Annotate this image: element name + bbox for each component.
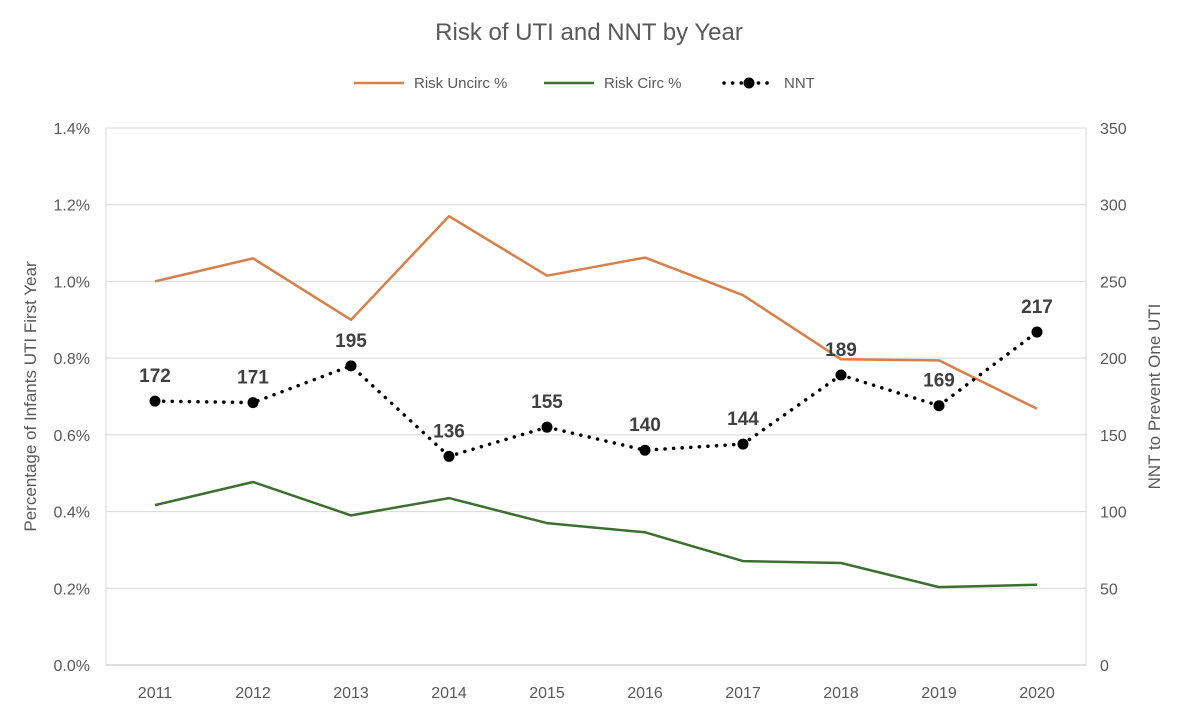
left-tick-label: 0.6% <box>54 428 90 445</box>
nnt-data-label: 140 <box>629 415 661 436</box>
nnt-marker <box>345 360 357 372</box>
nnt-data-label: 172 <box>139 366 171 387</box>
left-tick-label: 1.2% <box>54 198 90 215</box>
legend-marker <box>743 77 755 89</box>
right-tick-label: 200 <box>1100 351 1127 368</box>
right-tick-label: 250 <box>1100 274 1127 291</box>
legend-label: NNT <box>784 75 815 92</box>
nnt-marker <box>933 400 945 412</box>
nnt-marker <box>1031 326 1043 338</box>
x-axis: 2011 2012 2013 2014 2015 2016 2017 2018 2019 2020 <box>138 685 1055 702</box>
legend-label: Risk Circ % <box>604 75 682 92</box>
left-axis-title: Percentage of Infants UTI First Year <box>21 261 40 532</box>
x-tick-label: 2011 <box>138 685 173 702</box>
nnt-marker <box>247 397 259 409</box>
nnt-marker <box>737 438 749 450</box>
x-tick-label: 2014 <box>431 685 467 702</box>
data-labels: 172 171 195 136 155 140 144 189 169 217 <box>139 297 1053 442</box>
right-tick-label: 50 <box>1100 581 1118 598</box>
series-line-risk-uncirc <box>154 214 1038 410</box>
nnt-data-label: 155 <box>531 392 563 413</box>
right-tick-label: 100 <box>1100 505 1127 522</box>
series-layer <box>149 214 1043 589</box>
legend-label: Risk Uncirc % <box>414 75 507 92</box>
legend-item: Risk Uncirc % <box>354 75 507 92</box>
chart-title: Risk of UTI and NNT by Year <box>435 19 743 46</box>
right-tick-label: 150 <box>1100 428 1127 445</box>
legend-item: Risk Circ % <box>544 75 682 92</box>
x-tick-label: 2020 <box>1019 685 1055 702</box>
left-tick-label: 0.0% <box>54 658 90 675</box>
legend-item: NNT <box>722 75 815 92</box>
nnt-data-label: 169 <box>923 371 955 392</box>
nnt-marker <box>639 444 651 456</box>
nnt-data-label: 144 <box>727 409 759 430</box>
nnt-data-label: 171 <box>237 368 269 389</box>
left-tick-label: 0.2% <box>54 581 90 598</box>
nnt-marker <box>835 369 847 381</box>
series-line-risk-circ <box>154 480 1038 589</box>
left-axis: 0.0% 0.2% 0.4% 0.6% 0.8% 1.0% 1.2% 1.4% Percenta… <box>21 121 90 675</box>
nnt-data-label: 217 <box>1021 297 1053 318</box>
right-axis-title: NNT to Prevent One UTI <box>1145 304 1164 490</box>
x-tick-label: 2018 <box>823 685 859 702</box>
left-tick-label: 1.0% <box>54 274 90 291</box>
right-axis: 0 50 100 150 200 250 300 350 NNT to Prevent One … <box>1100 121 1164 675</box>
x-tick-label: 2015 <box>529 685 565 702</box>
x-tick-label: 2017 <box>725 685 761 702</box>
series-line-nnt <box>153 330 1039 459</box>
x-tick-label: 2016 <box>627 685 663 702</box>
right-tick-label: 300 <box>1100 198 1127 215</box>
nnt-marker <box>149 395 161 407</box>
gridlines <box>105 127 1087 666</box>
left-tick-label: 1.4% <box>54 121 90 138</box>
nnt-data-label: 136 <box>433 421 465 442</box>
nnt-data-label: 195 <box>335 331 367 352</box>
right-tick-label: 350 <box>1100 121 1127 138</box>
x-tick-label: 2013 <box>333 685 369 702</box>
left-tick-label: 0.8% <box>54 351 90 368</box>
nnt-data-label: 189 <box>825 340 857 361</box>
right-tick-label: 0 <box>1100 658 1109 675</box>
legend: Risk Uncirc % Risk Circ % NNT <box>354 75 815 92</box>
nnt-marker <box>541 421 553 433</box>
x-tick-label: 2019 <box>921 685 957 702</box>
left-tick-label: 0.4% <box>54 505 90 522</box>
x-tick-label: 2012 <box>235 685 271 702</box>
nnt-marker <box>443 450 455 462</box>
